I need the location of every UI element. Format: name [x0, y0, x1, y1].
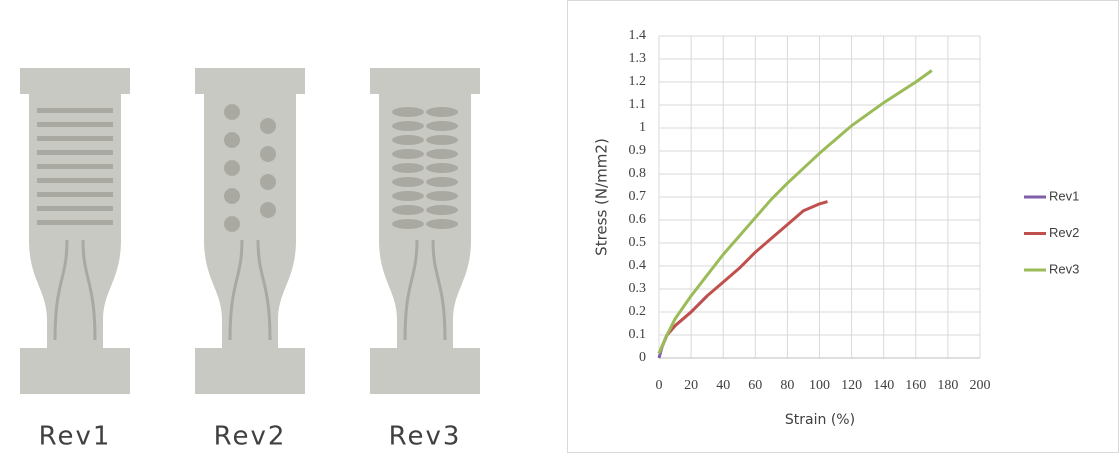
specimen-tab — [195, 68, 305, 94]
specimen-hole — [224, 188, 240, 204]
specimen-slot — [37, 136, 113, 141]
y-tick-label: 0.8 — [629, 166, 647, 181]
y-tick-label: 0.4 — [629, 258, 647, 273]
y-tick-label: 0.5 — [629, 235, 647, 250]
specimen-cell — [426, 191, 458, 201]
specimen-hole — [260, 118, 276, 134]
photo-label: Rev1 — [39, 422, 112, 452]
legend-label: Rev3 — [1049, 261, 1079, 276]
y-tick-label: 0.6 — [629, 212, 647, 227]
y-tick-label: 0.9 — [629, 143, 647, 158]
figure: Stress (N/mm2) Strain (%) Rev1Rev2Rev300… — [0, 0, 1119, 453]
photo-label: Rev3 — [389, 422, 462, 452]
photo-label: Rev2 — [214, 422, 287, 452]
specimen-hole — [260, 146, 276, 162]
x-tick-label: 40 — [716, 378, 730, 393]
specimen-tab — [195, 348, 305, 394]
specimen-hole — [224, 160, 240, 176]
y-tick-label: 1.2 — [629, 74, 647, 89]
specimen-slot — [37, 122, 113, 127]
y-tick-label: 0.1 — [629, 327, 647, 342]
specimen-cell — [392, 121, 424, 131]
y-tick-label: 1 — [639, 120, 646, 135]
x-tick-label: 20 — [684, 378, 698, 393]
specimen-slot — [37, 220, 113, 225]
specimen-slot — [37, 150, 113, 155]
y-axis-title: Stress (N/mm2) — [593, 138, 611, 256]
y-tick-label: 0.3 — [629, 281, 647, 296]
x-tick-label: 180 — [937, 378, 958, 393]
x-tick-label: 120 — [841, 378, 862, 393]
specimen-hole — [224, 216, 240, 232]
specimen-slot — [37, 164, 113, 169]
specimen-cell — [392, 149, 424, 159]
specimen-cell — [426, 205, 458, 215]
specimen-tab — [370, 68, 480, 94]
specimen-cell — [426, 219, 458, 229]
specimen-cell — [426, 121, 458, 131]
specimen-slot — [37, 206, 113, 211]
specimen-cell — [426, 107, 458, 117]
specimen-cell — [392, 107, 424, 117]
x-tick-label: 140 — [873, 378, 894, 393]
specimen-slot — [37, 192, 113, 197]
specimen-tab — [20, 348, 130, 394]
specimen-hole — [224, 104, 240, 120]
legend-label: Rev1 — [1049, 188, 1079, 203]
specimen-cell — [426, 177, 458, 187]
specimen-slot — [37, 178, 113, 183]
specimen-hole — [260, 202, 276, 218]
x-tick-label: 0 — [656, 378, 663, 393]
y-tick-label: 1.1 — [629, 97, 647, 112]
specimen-cell — [392, 205, 424, 215]
x-tick-label: 200 — [970, 378, 991, 393]
specimen-cell — [392, 135, 424, 145]
x-tick-label: 160 — [905, 378, 926, 393]
x-axis-title: Strain (%) — [785, 412, 855, 428]
specimen-tab — [20, 68, 130, 94]
x-tick-label: 80 — [780, 378, 794, 393]
page: {"photo": {"labels": ["Rev1", "Rev2", "R… — [0, 0, 1119, 453]
specimen-cell — [392, 219, 424, 229]
specimen-tab — [370, 348, 480, 394]
specimen-cell — [426, 149, 458, 159]
y-tick-label: 0.2 — [629, 304, 647, 319]
specimen-body — [204, 94, 296, 350]
specimen-hole — [224, 132, 240, 148]
x-tick-label: 60 — [748, 378, 762, 393]
y-tick-label: 1.3 — [629, 51, 647, 66]
legend-label: Rev2 — [1049, 225, 1079, 240]
specimen-cell — [426, 135, 458, 145]
specimen-cell — [392, 191, 424, 201]
specimen-hole — [260, 174, 276, 190]
specimen-slot — [37, 108, 113, 113]
specimen-cell — [426, 163, 458, 173]
y-tick-label: 1.4 — [629, 28, 647, 43]
x-tick-label: 100 — [809, 378, 830, 393]
specimen-cell — [392, 177, 424, 187]
y-tick-label: 0.7 — [629, 189, 647, 204]
y-tick-label: 0 — [639, 350, 646, 365]
specimen-body — [379, 94, 471, 350]
specimen-cell — [392, 163, 424, 173]
